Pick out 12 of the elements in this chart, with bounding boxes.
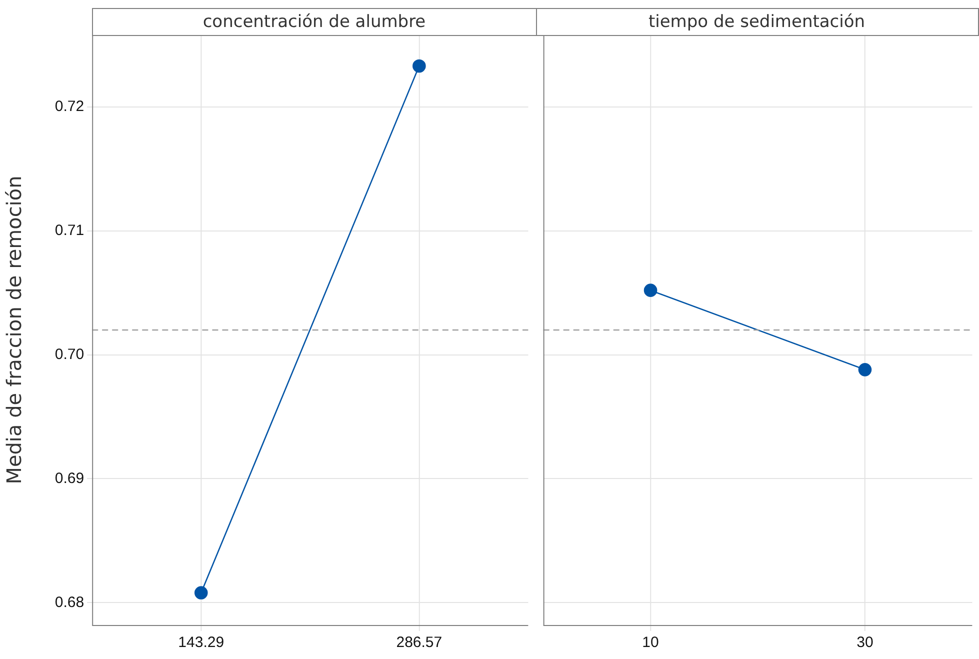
y-tick-label: 0.70 xyxy=(54,346,84,363)
x-tick-label: 30 xyxy=(856,634,873,652)
x-tick-label: 143.29 xyxy=(178,634,224,652)
y-tick-label: 0.69 xyxy=(54,470,84,487)
x-tick-label: 286.57 xyxy=(396,634,442,652)
y-tick-label: 0.72 xyxy=(54,98,84,116)
x-tick-label: 10 xyxy=(642,634,658,652)
y-tick-label: 0.71 xyxy=(54,222,84,239)
y-tick-label: 0.68 xyxy=(54,594,84,611)
chart-title: tiempo de sedimentación xyxy=(536,8,979,36)
chart-title: concentración de alumbre xyxy=(92,8,536,36)
y-axis-title: Media de fraccion de remoción xyxy=(2,176,26,484)
